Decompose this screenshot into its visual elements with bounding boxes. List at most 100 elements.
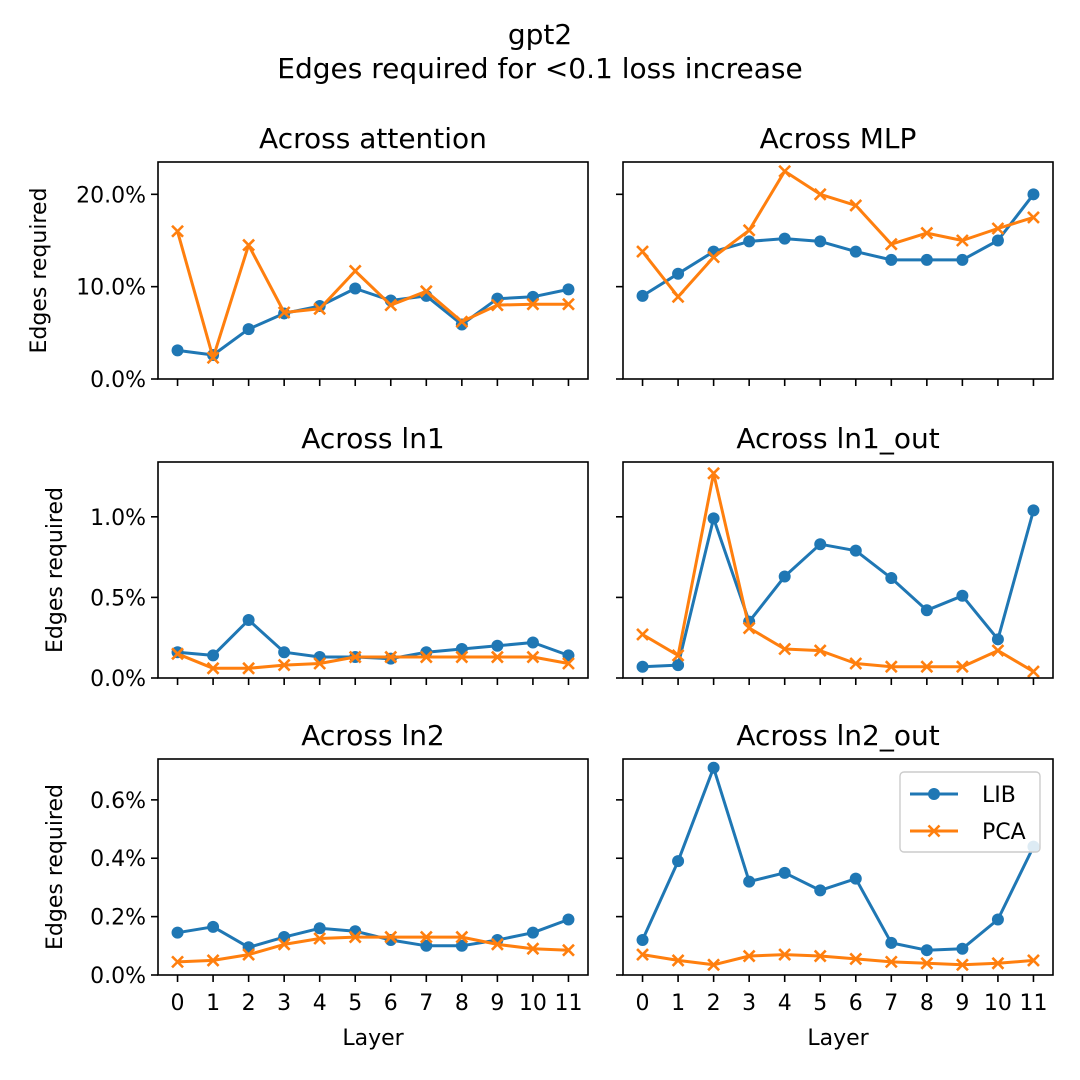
data-point-lib [526, 926, 539, 939]
data-point-lib [672, 855, 685, 868]
panel-0: Across attention 0.0% 10.0% 20.0% Edges requ… [27, 122, 589, 393]
data-point-pca [991, 222, 1005, 235]
data-point-pca [277, 306, 291, 319]
data-point-pca [991, 956, 1005, 970]
x-axis-label: Layer [342, 1026, 404, 1051]
data-point-pca [1027, 953, 1040, 967]
y-tick-label: 0.6% [90, 789, 146, 814]
data-point-pca [206, 351, 220, 365]
data-point-lib [1027, 504, 1040, 517]
y-tick-label: 1.0% [90, 506, 146, 531]
series-line-pca [176, 230, 569, 360]
data-point-lib [636, 289, 649, 302]
data-point-pca [884, 237, 898, 251]
x-tick-label: 4 [313, 991, 327, 1016]
series-line-pca [177, 935, 569, 964]
x-tick-label: 5 [348, 991, 362, 1016]
data-point-pca [313, 932, 327, 945]
legend-entry-lib: LIB [910, 783, 1016, 808]
data-point-lib [920, 604, 933, 617]
x-tick-label: 2 [707, 991, 721, 1016]
data-point-pca [849, 952, 863, 966]
data-point-lib [278, 646, 291, 659]
series-line-pca [641, 471, 1035, 673]
data-point-lib [991, 234, 1004, 247]
panel-frame [622, 461, 1054, 679]
data-point-pca [242, 238, 256, 252]
data-point-pca [313, 657, 327, 670]
data-point-pca [920, 660, 934, 674]
data-point-pca [671, 649, 685, 662]
data-point-lib [313, 922, 326, 935]
legend-label: PCA [982, 820, 1026, 845]
data-point-pca [778, 948, 792, 961]
data-point-pca [742, 223, 756, 237]
panel-title: Across MLP [760, 122, 917, 155]
data-point-lib [956, 253, 969, 266]
data-point-lib [778, 570, 791, 583]
x-tick-label: 4 [778, 991, 792, 1016]
x-tick-label: 8 [920, 991, 934, 1016]
data-point-pca [884, 660, 898, 674]
data-point-pca [419, 650, 433, 664]
data-point-pca [562, 657, 575, 670]
data-point-pca [171, 647, 184, 661]
data-point-pca [920, 226, 934, 240]
data-point-pca [562, 943, 575, 957]
panel-4: Across ln2 0.0% 0.2% 0.4% 0.6% 0 1 2 3 4 5 6 7 8 9 10 11… [43, 719, 589, 1051]
data-point-lib [743, 235, 756, 248]
data-point-pca [384, 298, 398, 312]
x-tick-label: 11 [1019, 991, 1047, 1016]
data-point-pca [671, 953, 685, 967]
data-point-lib [526, 636, 539, 649]
data-point-pca [849, 657, 863, 670]
panel-frame [157, 758, 589, 976]
data-point-pca [707, 466, 721, 480]
data-point-lib [885, 936, 898, 949]
data-point-pca [991, 644, 1005, 658]
data-point-pca [955, 958, 969, 972]
data-point-lib [455, 642, 468, 655]
data-point-lib [778, 232, 791, 245]
data-point-lib [672, 267, 685, 280]
x-tick-label: 5 [813, 991, 827, 1016]
data-point-pca [955, 660, 969, 674]
data-point-lib [242, 613, 255, 626]
data-point-lib [814, 235, 827, 248]
data-point-pca [1027, 665, 1040, 678]
data-point-pca [384, 930, 398, 944]
x-tick-label: 1 [206, 991, 220, 1016]
data-point-pca [490, 937, 504, 951]
data-point-lib [420, 939, 433, 952]
x-tick-label: 2 [242, 991, 256, 1016]
data-point-pca [1027, 210, 1040, 224]
data-point-lib [491, 292, 504, 305]
legend-label: LIB [982, 783, 1016, 808]
data-point-lib [885, 253, 898, 266]
data-point-lib [207, 649, 220, 662]
y-tick-label: 0.4% [90, 847, 146, 872]
x-tick-label: 10 [519, 991, 547, 1016]
series-line-lib [641, 193, 1035, 298]
data-point-lib [707, 761, 720, 774]
data-point-pca [707, 958, 721, 972]
data-point-lib [991, 633, 1004, 646]
data-point-pca [348, 650, 362, 664]
panel-title: Across ln1_out [736, 422, 939, 455]
figure-title-line2: Edges required for <0.1 loss increase [277, 52, 802, 85]
data-point-pca [348, 930, 362, 944]
series-line-pca [176, 652, 569, 670]
series-line-lib [642, 510, 1035, 669]
data-point-lib [1027, 188, 1040, 201]
data-point-pca [636, 245, 649, 258]
y-tick-label: 0.0% [90, 667, 146, 692]
data-point-lib [814, 538, 827, 551]
data-point-pca [778, 642, 792, 656]
data-point-lib [636, 933, 649, 946]
data-point-pca [813, 187, 827, 201]
data-point-pca [277, 937, 291, 951]
data-point-pca [419, 930, 433, 944]
data-point-lib [207, 920, 220, 933]
y-tick-label: 0.0% [90, 964, 146, 989]
